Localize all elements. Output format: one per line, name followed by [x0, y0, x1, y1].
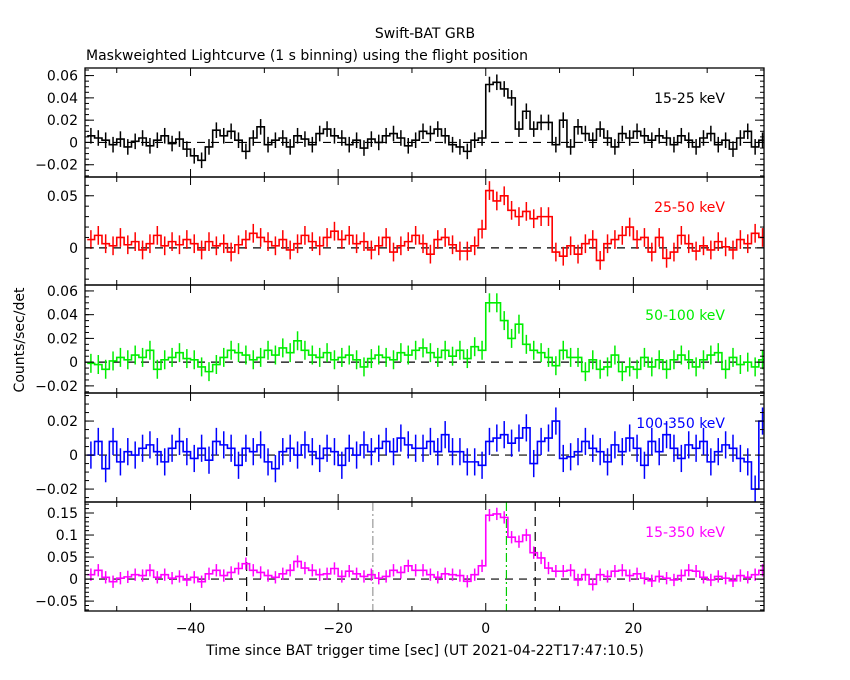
x-tick-label: −40 — [176, 621, 206, 637]
x-tick-label: 20 — [624, 621, 642, 637]
y-tick-label: 0.04 — [47, 91, 78, 107]
y-tick-label: 0 — [69, 448, 78, 464]
y-tick-label: 0.1 — [56, 528, 78, 544]
y-tick-label: 0.02 — [47, 113, 78, 129]
y-axis-label: Counts/sec/det — [12, 287, 28, 392]
band-label: 15-350 keV — [645, 525, 725, 541]
panel-frame — [84, 67, 765, 178]
y-tick-label: 0.05 — [47, 550, 78, 566]
y-tick-label: −0.02 — [35, 482, 78, 498]
y-tick-label: 0.04 — [47, 308, 78, 324]
step-line-1 — [87, 189, 764, 262]
y-tick-label: 0.06 — [47, 69, 78, 85]
panel-frame — [84, 284, 765, 394]
y-tick-label: −0.02 — [35, 379, 78, 395]
y-tick-label: 0 — [69, 135, 78, 151]
panel-2: −0.02 0 0.02 0.04 0.06 50-100 keV — [35, 284, 765, 395]
x-axis-label: Time since BAT trigger time [sec] (UT 20… — [205, 643, 644, 659]
band-label: 100-350 keV — [636, 416, 725, 432]
step-line-3 — [87, 420, 764, 490]
y-tick-label: 0 — [69, 355, 78, 371]
step-line-0 — [87, 81, 764, 162]
y-tick-label: 0 — [69, 241, 78, 257]
chart-title: Swift-BAT GRB — [375, 26, 475, 42]
y-tick-label: −0.02 — [35, 158, 78, 174]
x-tick-label: 0 — [481, 621, 490, 637]
band-label: 25-50 keV — [654, 200, 725, 216]
step-line-4 — [87, 513, 764, 586]
band-label: 50-100 keV — [645, 308, 725, 324]
y-tick-label: 0.06 — [47, 284, 78, 300]
y-tick-label: 0.02 — [47, 414, 78, 430]
y-tick-label: 0 — [69, 572, 78, 588]
panel-1: 0 0.05 25-50 keV — [47, 176, 765, 286]
y-tick-label: 0.02 — [47, 331, 78, 347]
panel-0: −0.02 0 0.02 0.04 0.06 15-25 keV — [35, 67, 765, 178]
panel-3: −0.02 0 0.02 100-350 keV — [35, 392, 765, 503]
panel-4: −0.05 0 0.05 0.1 0.15 15-350 keV — [35, 501, 765, 612]
y-tick-label: 0.05 — [47, 189, 78, 205]
band-label: 15-25 keV — [654, 91, 725, 107]
x-tick-label: −20 — [323, 621, 353, 637]
step-line-2 — [87, 302, 764, 373]
panel-frame — [84, 501, 765, 612]
chart-subtitle: Maskweighted Lightcurve (1 s binning) us… — [86, 48, 528, 64]
y-tick-label: −0.05 — [35, 594, 78, 610]
y-tick-label: 0.15 — [47, 506, 78, 522]
